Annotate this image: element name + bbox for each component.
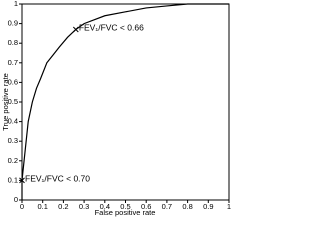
x-tick-label: 0.2 [58,202,68,211]
roc-curve [21,3,229,200]
y-tick-label: 0.9 [8,19,18,28]
x-tick-label: 0.3 [79,202,89,211]
x-axis-label: False positive rate [95,208,156,217]
y-tick-label: 0.2 [8,156,18,165]
x-tick-label: 1 [227,202,231,211]
x-tick-label: 0.7 [162,202,172,211]
y-tick-label: 0.1 [8,175,18,184]
y-tick-label: 0.7 [8,58,18,67]
x-tick-label: 0.1 [37,202,47,211]
annotation-label: FEV₁/FVC < 0.70 [25,174,90,184]
chart: False positive rate True positive rate 0… [1,0,231,217]
x-tick-label: 0.8 [182,202,192,211]
annotation-marker [19,177,25,184]
y-tick-label: 0.3 [8,136,18,145]
y-tick-label: 0 [14,195,18,204]
y-tick-label: 1 [14,0,18,8]
x-tick-label: 0.9 [203,202,213,211]
x-tick-label: 0 [20,202,24,211]
annotation-marker [72,26,79,33]
x-tick-label: 0.5 [120,202,130,211]
y-tick-label: 0.8 [8,38,18,47]
y-axis-label: True positive rate [1,73,10,131]
plot-frame [21,3,230,201]
y-tick-label: 0.6 [8,77,18,86]
annotation-label: FEV₁/FVC < 0.66 [79,23,144,33]
x-tick-label: 0.4 [100,202,110,211]
x-tick-label: 0.6 [141,202,151,211]
y-tick-label: 0.4 [8,117,18,126]
y-tick-label: 0.5 [8,97,18,106]
page: {"chart_data": {"type": "line", "x_label… [0,0,231,217]
